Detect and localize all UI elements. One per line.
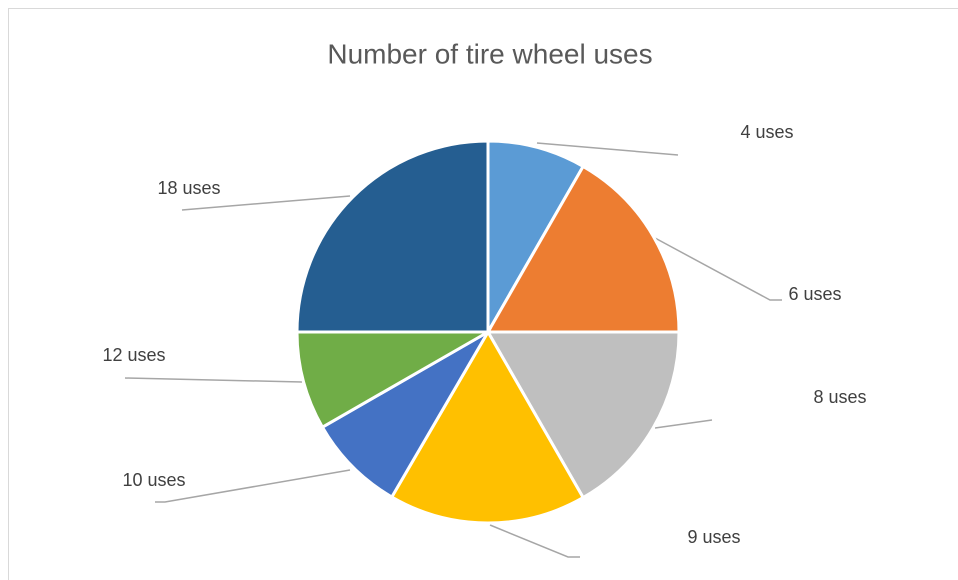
pie-slice bbox=[320, 327, 493, 500]
pie-slice bbox=[485, 330, 681, 500]
slice-label: 4 uses bbox=[740, 122, 793, 142]
leader-line bbox=[536, 142, 679, 156]
slice-label: 9 uses bbox=[687, 527, 740, 547]
pie-slice bbox=[295, 330, 494, 430]
pie-slice bbox=[486, 139, 586, 338]
leader-line bbox=[181, 195, 351, 211]
leader-line bbox=[155, 469, 351, 503]
pie-slice bbox=[295, 139, 490, 334]
pie-slice bbox=[485, 164, 681, 334]
chart-title: Number of tire wheel uses bbox=[327, 38, 652, 69]
slice-label: 10 uses bbox=[122, 470, 185, 490]
slice-label: 18 uses bbox=[157, 178, 220, 198]
leader-line bbox=[489, 524, 580, 558]
slice-label: 12 uses bbox=[102, 345, 165, 365]
slice-label: 8 uses bbox=[813, 387, 866, 407]
leader-line bbox=[654, 419, 713, 429]
pie-slice bbox=[389, 329, 586, 525]
leader-line bbox=[654, 237, 782, 301]
slice-label: 6 uses bbox=[788, 284, 841, 304]
leader-line bbox=[124, 377, 303, 383]
leader-lines bbox=[124, 142, 782, 558]
